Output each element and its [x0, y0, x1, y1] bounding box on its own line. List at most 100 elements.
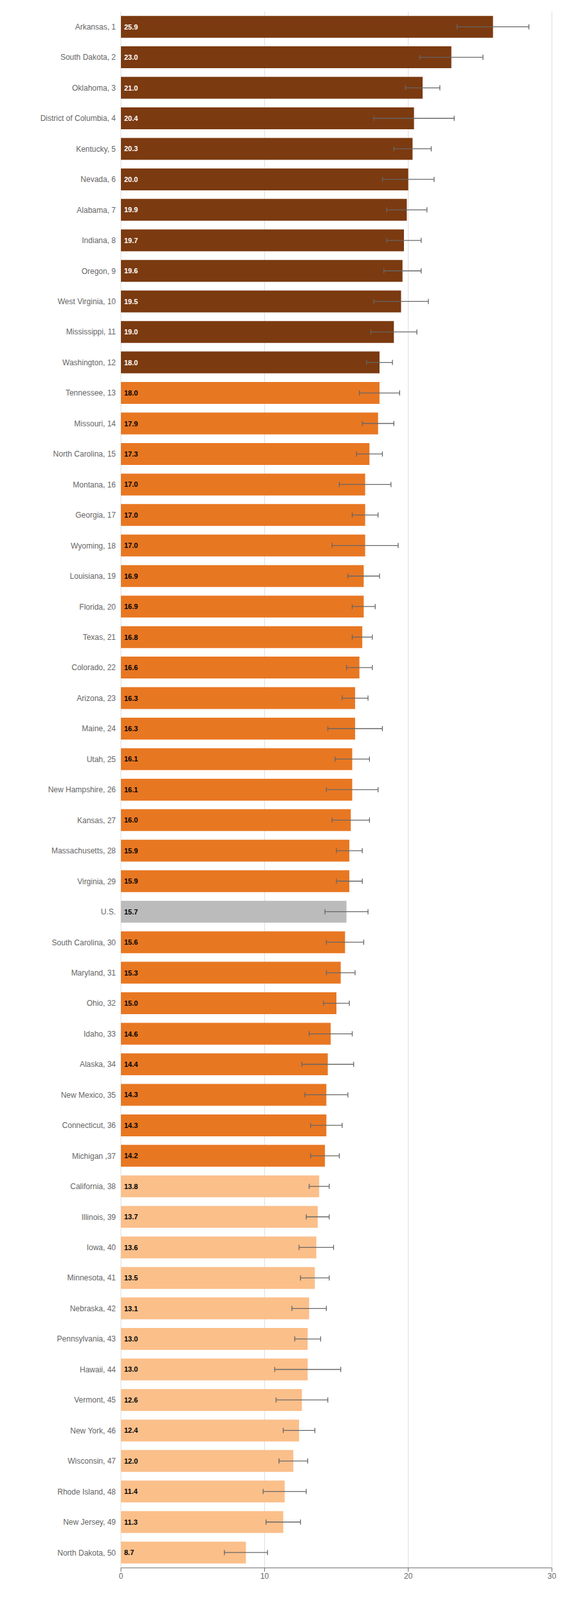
svg-text:14.2: 14.2 [124, 1152, 138, 1160]
svg-text:13.8: 13.8 [124, 1182, 138, 1191]
svg-text:Montana, 16: Montana, 16 [72, 480, 116, 490]
svg-text:16.9: 16.9 [124, 602, 138, 611]
svg-text:Rhode Island, 48: Rhode Island, 48 [57, 1487, 116, 1497]
svg-text:16.0: 16.0 [124, 816, 138, 825]
svg-text:Nebraska, 42: Nebraska, 42 [70, 1304, 117, 1314]
svg-text:Virginia, 29: Virginia, 29 [77, 877, 116, 887]
svg-text:16.6: 16.6 [124, 663, 138, 672]
svg-text:Alaska, 34: Alaska, 34 [79, 1060, 116, 1070]
svg-text:13.7: 13.7 [124, 1213, 138, 1221]
svg-text:16.9: 16.9 [124, 572, 138, 581]
svg-text:20.3: 20.3 [124, 144, 138, 153]
svg-text:19.0: 19.0 [124, 328, 138, 336]
svg-text:Massachusetts, 28: Massachusetts, 28 [51, 846, 116, 856]
svg-text:14.3: 14.3 [124, 1121, 138, 1130]
svg-text:17.9: 17.9 [124, 420, 138, 428]
svg-text:Washington, 12: Washington, 12 [62, 358, 116, 368]
svg-text:New York, 46: New York, 46 [70, 1426, 116, 1436]
svg-text:23.0: 23.0 [124, 53, 138, 62]
svg-text:19.5: 19.5 [124, 297, 138, 306]
svg-text:Mississippi, 11: Mississippi, 11 [66, 327, 116, 337]
svg-text:Florida, 20: Florida, 20 [79, 602, 116, 612]
svg-text:17.3: 17.3 [124, 450, 138, 458]
svg-text:Kansas, 27: Kansas, 27 [77, 816, 116, 826]
svg-text:Connecticut, 36: Connecticut, 36 [62, 1121, 117, 1131]
svg-text:13.1: 13.1 [124, 1305, 138, 1313]
svg-text:18.0: 18.0 [124, 358, 138, 367]
svg-text:17.0: 17.0 [124, 511, 138, 520]
svg-text:25.9: 25.9 [124, 23, 138, 31]
svg-text:Arizona, 23: Arizona, 23 [76, 694, 116, 704]
svg-text:South Carolina, 30: South Carolina, 30 [52, 938, 117, 948]
svg-text:13.0: 13.0 [124, 1365, 138, 1374]
svg-text:Vermont, 45: Vermont, 45 [73, 1395, 116, 1405]
svg-text:U.S.: U.S. [100, 907, 116, 917]
svg-text:30: 30 [547, 1572, 557, 1582]
svg-text:11.3: 11.3 [124, 1518, 138, 1527]
svg-text:14.4: 14.4 [124, 1060, 139, 1069]
svg-text:Wisconsin, 47: Wisconsin, 47 [67, 1456, 116, 1466]
svg-text:Tennessee, 13: Tennessee, 13 [65, 388, 116, 398]
svg-text:Louisiana, 19: Louisiana, 19 [70, 571, 117, 581]
svg-text:Pennsylvania, 43: Pennsylvania, 43 [57, 1334, 117, 1344]
svg-text:New Mexico, 35: New Mexico, 35 [61, 1090, 117, 1100]
svg-text:Colorado, 22: Colorado, 22 [71, 663, 116, 673]
svg-text:13.0: 13.0 [124, 1335, 138, 1344]
svg-text:16.3: 16.3 [124, 724, 138, 733]
svg-text:0: 0 [119, 1572, 124, 1582]
svg-text:12.4: 12.4 [124, 1426, 139, 1435]
svg-text:20: 20 [403, 1572, 413, 1582]
svg-text:20.0: 20.0 [124, 175, 138, 184]
svg-text:Hawaii, 44: Hawaii, 44 [79, 1365, 116, 1375]
svg-text:19.6: 19.6 [124, 266, 138, 275]
svg-text:13.5: 13.5 [124, 1274, 138, 1283]
svg-text:West Virginia, 10: West Virginia, 10 [57, 297, 117, 307]
svg-text:8.7: 8.7 [124, 1548, 134, 1557]
svg-text:California, 38: California, 38 [70, 1182, 116, 1192]
svg-text:19.9: 19.9 [124, 205, 138, 214]
svg-text:Minnesota, 41: Minnesota, 41 [67, 1273, 117, 1283]
svg-text:South Dakota, 2: South Dakota, 2 [60, 52, 116, 62]
svg-text:Alabama, 7: Alabama, 7 [76, 205, 116, 215]
svg-text:10: 10 [260, 1572, 270, 1582]
svg-text:Arkansas, 1: Arkansas, 1 [75, 22, 117, 32]
svg-text:Maine, 24: Maine, 24 [81, 724, 116, 734]
svg-text:18.0: 18.0 [124, 389, 138, 397]
svg-text:20.4: 20.4 [124, 114, 139, 123]
svg-text:Iowa, 40: Iowa, 40 [86, 1243, 117, 1253]
svg-text:Georgia, 17: Georgia, 17 [75, 510, 116, 520]
svg-text:Maryland, 31: Maryland, 31 [71, 968, 117, 978]
svg-text:Idaho, 33: Idaho, 33 [83, 1029, 116, 1039]
svg-text:Wyoming, 18: Wyoming, 18 [70, 541, 116, 551]
svg-text:Oregon, 9: Oregon, 9 [81, 266, 117, 276]
svg-text:Kentucky, 5: Kentucky, 5 [75, 144, 116, 154]
svg-text:16.1: 16.1 [124, 755, 138, 763]
svg-text:14.6: 14.6 [124, 1030, 138, 1039]
svg-text:North Dakota, 50: North Dakota, 50 [57, 1548, 116, 1558]
svg-text:12.6: 12.6 [124, 1396, 138, 1405]
svg-text:16.3: 16.3 [124, 694, 138, 703]
svg-text:North Carolina, 15: North Carolina, 15 [53, 449, 117, 459]
svg-text:Nevada, 6: Nevada, 6 [80, 174, 116, 184]
svg-text:Illinois, 39: Illinois, 39 [81, 1213, 117, 1223]
svg-text:12.0: 12.0 [124, 1457, 138, 1466]
svg-text:New Jersey, 49: New Jersey, 49 [63, 1518, 116, 1528]
svg-text:Texas, 21: Texas, 21 [82, 632, 117, 642]
svg-text:19.7: 19.7 [124, 236, 138, 245]
svg-text:15.0: 15.0 [124, 999, 138, 1008]
svg-text:Michigan ,37: Michigan ,37 [72, 1152, 116, 1162]
svg-text:Oklahoma, 3: Oklahoma, 3 [72, 83, 116, 93]
svg-text:Indiana, 8: Indiana, 8 [81, 236, 116, 246]
svg-text:17.0: 17.0 [124, 541, 138, 550]
svg-text:11.4: 11.4 [124, 1487, 139, 1496]
svg-text:15.9: 15.9 [124, 847, 138, 855]
svg-text:15.6: 15.6 [124, 938, 138, 947]
svg-text:21.0: 21.0 [124, 84, 138, 92]
svg-text:Missouri, 14: Missouri, 14 [73, 419, 116, 429]
svg-text:New Hampshire, 26: New Hampshire, 26 [48, 785, 117, 795]
svg-text:16.8: 16.8 [124, 633, 138, 642]
svg-text:16.1: 16.1 [124, 786, 138, 794]
svg-text:14.3: 14.3 [124, 1090, 138, 1099]
svg-text:15.7: 15.7 [124, 908, 138, 916]
svg-text:District of Columbia, 4: District of Columbia, 4 [40, 113, 117, 123]
